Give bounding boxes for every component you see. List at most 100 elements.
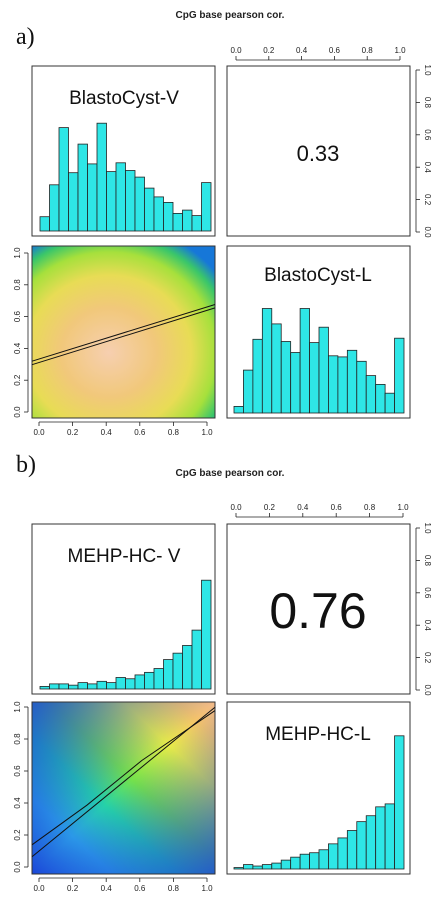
panel-a-top-tick-label-4: 0.8: [362, 46, 374, 55]
panel-b-top-axis: 0.0 0.2 0.4 0.6 0.8 1.0: [230, 503, 409, 518]
panel-b-right-tick-label-3: 0.6: [423, 587, 432, 599]
panel-a-hist-v-bar-9: [115, 162, 126, 232]
panel-a-hist-v-bar-11: [134, 176, 145, 232]
panel-b-hist-l-bar-4: [261, 864, 273, 870]
panel-b-top-tick-label-4: 0.8: [364, 503, 376, 512]
panel-a-bottom-tick-label-3: 0.6: [134, 428, 146, 437]
panel-b-bottom-tick-label-4: 0.8: [168, 884, 180, 893]
panel-a-hist-l-bar-6: [280, 341, 292, 414]
panel-a-hist-l-bar-9: [309, 342, 320, 414]
panel-b-hist-l-bar-13: [346, 830, 358, 870]
panel-b-hist-l-bar-7: [290, 856, 301, 870]
panel-a-fit-line-2: [31, 304, 216, 362]
panel-a-right-tick-label-3: 0.6: [423, 129, 432, 141]
panel-a-hist-l-bar-12: [337, 356, 348, 414]
panel-a-left-tick-label-1: 0.2: [13, 374, 22, 386]
panel-a-top-tick-label-1: 0.2: [263, 46, 275, 55]
panel-b-var2-label: MEHP-HC-L: [265, 724, 371, 745]
panel-a-left-axis: 0.0 0.2 0.4 0.6 0.8 1.0: [13, 247, 29, 418]
panel-b-hist-v-bar-17: [191, 629, 202, 690]
panel-b-var1-label: MEHP-HC- V: [68, 546, 181, 567]
panel-b-density-shade: [31, 701, 216, 875]
panel-a-hist-l-bar-11: [328, 355, 339, 414]
panel-b-top-tick-label-1: 0.2: [264, 503, 276, 512]
panel-b-top-tick-label-0: 0.0: [230, 503, 242, 512]
panel-b-left-tick-label-2: 0.4: [13, 797, 22, 809]
panel-a-hist-v-bar-17: [191, 215, 202, 232]
panel-a-title: CpG base pearson cor.: [176, 10, 285, 21]
panel-b-right-tick-label-5: 1.0: [423, 522, 432, 534]
panel-b-bottom-tick-label-1: 0.2: [67, 884, 79, 893]
panel-b-left-tick-label-0: 0.0: [13, 861, 22, 873]
panel-a-hist-v-bar-3: [58, 127, 69, 232]
panel-a-var1-label: BlastoCyst-V: [69, 88, 179, 109]
panel-a-hist-v-bar-14: [163, 201, 174, 232]
panel-a-left-tick-label-5: 1.0: [13, 247, 22, 259]
panel-a-hist-v-bar-18: [201, 182, 212, 232]
panel-b-label: b): [16, 452, 36, 478]
panel-a-hist-l-bar-16: [375, 383, 386, 414]
panel-a-hist-v-bar-5: [77, 143, 88, 232]
panel-b-hist-v-bar-6: [87, 683, 98, 690]
panel-b-left-tick-label-5: 1.0: [13, 701, 22, 713]
panel-b-left-tick-label-3: 0.6: [13, 765, 22, 777]
panel-b-right-tick-label-4: 0.8: [423, 555, 432, 567]
panel-b-left-tick-label-4: 0.8: [13, 733, 22, 745]
panel-b-bottom-tick-label-5: 1.0: [201, 884, 213, 893]
panel-a-right-axis: 0.0 0.2 0.4 0.6 0.8 1.0: [415, 64, 432, 238]
panel-b-hist-l-bar-2: [243, 864, 254, 870]
panel-b-hist-v-bar-5: [77, 682, 88, 690]
panel-b-left-axis: 0.0 0.2 0.4 0.6 0.8 1.0: [13, 701, 29, 873]
panel-a-top-tick-label-2: 0.4: [296, 46, 308, 55]
panel-b-hist-v: [39, 579, 212, 690]
panel-a-hist-v-bar-8: [106, 171, 117, 232]
panel-b-fit-line-2: [31, 710, 216, 846]
panel-b-top-tick-label-5: 1.0: [397, 503, 409, 512]
panel-b-bottom-tick-label-3: 0.6: [134, 884, 146, 893]
panel-b-hist-v-bar-1: [39, 686, 50, 690]
panel-a-hist-v-bar-2: [49, 184, 60, 232]
panel-a-hist-l-bar-18: [394, 337, 405, 414]
panel-b-hist-v-bar-11: [134, 674, 145, 690]
panel-a-hist-v-bar-6: [87, 163, 98, 232]
panel-b-hist-l-bar-18: [394, 735, 405, 870]
panel-a-bottom-tick-label-1: 0.2: [67, 428, 79, 437]
panel-a-hist-v-bar-13: [153, 196, 164, 232]
panel-a-hist-l-bar-14: [356, 360, 367, 414]
panel-a-left-tick-label-2: 0.4: [13, 342, 22, 354]
panel-a-top-tick-label-5: 1.0: [394, 46, 406, 55]
panel-a-right-tick-label-5: 1.0: [423, 64, 432, 76]
panel-a-left-tick-label-3: 0.6: [13, 310, 22, 322]
panel-b-hist-l-bar-11: [328, 843, 339, 870]
panel-b-right-tick-label-1: 0.2: [423, 652, 432, 664]
panel-b-hist-l-bar-12: [337, 837, 348, 870]
panel-b-top-tick-label-3: 0.6: [331, 503, 343, 512]
panel-b-hist-v-bar-9: [115, 677, 126, 690]
panel-a-right-tick-label-2: 0.4: [423, 162, 432, 174]
panel-b-correlation: 0.76: [269, 583, 366, 639]
panel-b-hist-v-bar-13: [153, 668, 164, 690]
panel-a-left-tick-label-4: 0.8: [13, 279, 22, 291]
panel-b-hist-l-bar-9: [309, 852, 320, 870]
panel-a-bottom-axis: 0.0 0.2 0.4 0.6 0.8 1.0: [33, 421, 213, 437]
panel-b-hist-l-bar-17: [384, 803, 395, 870]
panel-a-hist-l: [233, 308, 405, 414]
panel-b-hist-v-bar-12: [144, 671, 155, 690]
panel-a-bottom-tick-label-0: 0.0: [33, 428, 45, 437]
panel-b-hist-v-bar-2: [49, 683, 60, 690]
panel-a-label: a): [16, 24, 35, 50]
panel-b-hist-l-bar-16: [375, 806, 386, 870]
panel-a-hist-l-bar-4: [261, 308, 273, 414]
panel-b-hist-v-bar-8: [106, 682, 117, 690]
panel-b-hist-l-bar-14: [356, 821, 367, 870]
panel-a-hist-l-bar-7: [290, 352, 301, 414]
panel-b-right-axis: 0.0 0.2 0.4 0.6 0.8 1.0: [415, 522, 432, 696]
panel-a-hist-v-bar-15: [172, 212, 183, 232]
panel-b-top-tick-label-2: 0.4: [297, 503, 309, 512]
panel-b-hist-l-bar-6: [280, 859, 292, 870]
panel-b-fit-line-1: [31, 706, 216, 858]
panel-b-right-tick-label-0: 0.0: [423, 684, 432, 696]
panel-a-hist-l-bar-1: [233, 405, 244, 414]
panel-a-hist-l-bar-5: [271, 323, 282, 414]
